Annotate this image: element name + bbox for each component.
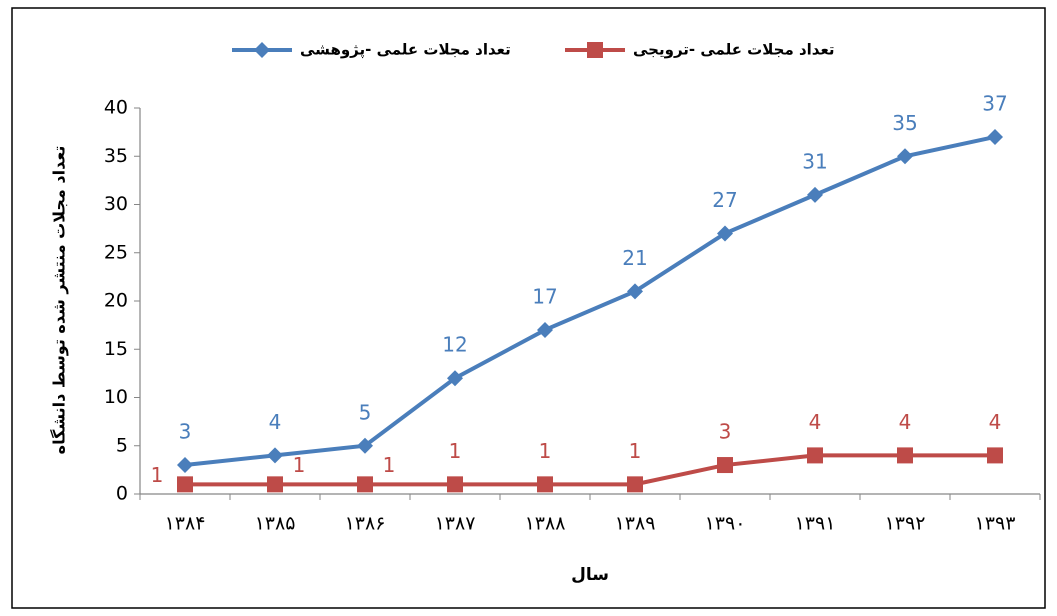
data-point (537, 321, 553, 338)
data-point (897, 447, 913, 464)
y-tick-label: 40 (104, 97, 128, 119)
data-point (537, 476, 553, 493)
data-label: 1 (293, 453, 306, 477)
data-label: 12 (442, 333, 467, 357)
data-point (267, 447, 283, 464)
data-label: 4 (989, 410, 1002, 434)
x-tick-label: ۱۳۸۸ (525, 513, 566, 535)
x-tick-label: ۱۳۸۹ (615, 513, 656, 535)
legend-marker (587, 42, 603, 58)
data-label: 4 (899, 410, 912, 434)
y-tick-label: 25 (104, 241, 128, 263)
x-tick-label: ۱۳۹۰ (705, 513, 746, 535)
x-axis-label: سال (571, 565, 609, 585)
data-label: 21 (622, 246, 647, 270)
data-point (357, 437, 373, 454)
data-point (627, 283, 643, 300)
data-point (807, 186, 823, 203)
data-label: 3 (179, 420, 192, 444)
series-line (184, 134, 996, 468)
y-tick-label: 20 (104, 290, 128, 312)
data-point (177, 476, 193, 493)
data-label: 37 (982, 91, 1007, 115)
data-label: 4 (269, 410, 282, 434)
series-line (185, 453, 995, 487)
legend-label: تعداد مجلات علمی -ترویجی (633, 41, 835, 59)
data-label: 27 (712, 188, 737, 212)
data-point (267, 476, 283, 493)
x-tick-label: ۱۳۸۴ (165, 513, 206, 535)
x-tick-label: ۱۳۹۱ (795, 513, 836, 535)
data-point (177, 457, 193, 474)
data-point (987, 447, 1003, 464)
data-point (717, 457, 733, 474)
y-tick-label: 35 (104, 145, 128, 167)
data-point (357, 476, 373, 493)
data-point (987, 128, 1003, 145)
y-tick-label: 30 (104, 193, 128, 215)
x-tick-label: ۱۳۹۳ (975, 513, 1016, 535)
x-tick-label: ۱۳۹۲ (885, 513, 926, 535)
y-tick-label: 15 (104, 338, 128, 360)
data-point (447, 476, 463, 493)
data-label: 17 (532, 284, 557, 308)
data-label: 5 (359, 400, 372, 424)
data-point (447, 370, 463, 387)
y-tick-label: 10 (104, 386, 128, 408)
data-label: 1 (449, 439, 462, 463)
data-label: 35 (892, 111, 917, 135)
legend-marker (254, 42, 270, 58)
data-label: 3 (719, 420, 732, 444)
legend-label: تعداد مجلات علمی -پژوهشی (300, 41, 511, 60)
x-tick-label: ۱۳۸۷ (435, 513, 476, 535)
data-label: 1 (539, 439, 552, 463)
y-tick-label: 5 (116, 434, 128, 456)
data-point (627, 476, 643, 493)
chart-border (11, 7, 1046, 609)
data-label: 4 (809, 410, 822, 434)
data-label: 1 (383, 453, 396, 477)
x-tick-label: ۱۳۸۵ (255, 513, 296, 535)
x-tick-label: ۱۳۸۶ (345, 513, 386, 535)
data-point (897, 148, 913, 165)
y-axis-label: تعداد مجلات منتشر شده توسط دانشگاه (50, 146, 69, 455)
data-label: 1 (151, 463, 164, 487)
data-label: 31 (802, 149, 827, 173)
y-tick-label: 0 (116, 483, 128, 505)
data-point (807, 447, 823, 464)
data-label: 1 (629, 439, 642, 463)
data-point (717, 225, 733, 242)
